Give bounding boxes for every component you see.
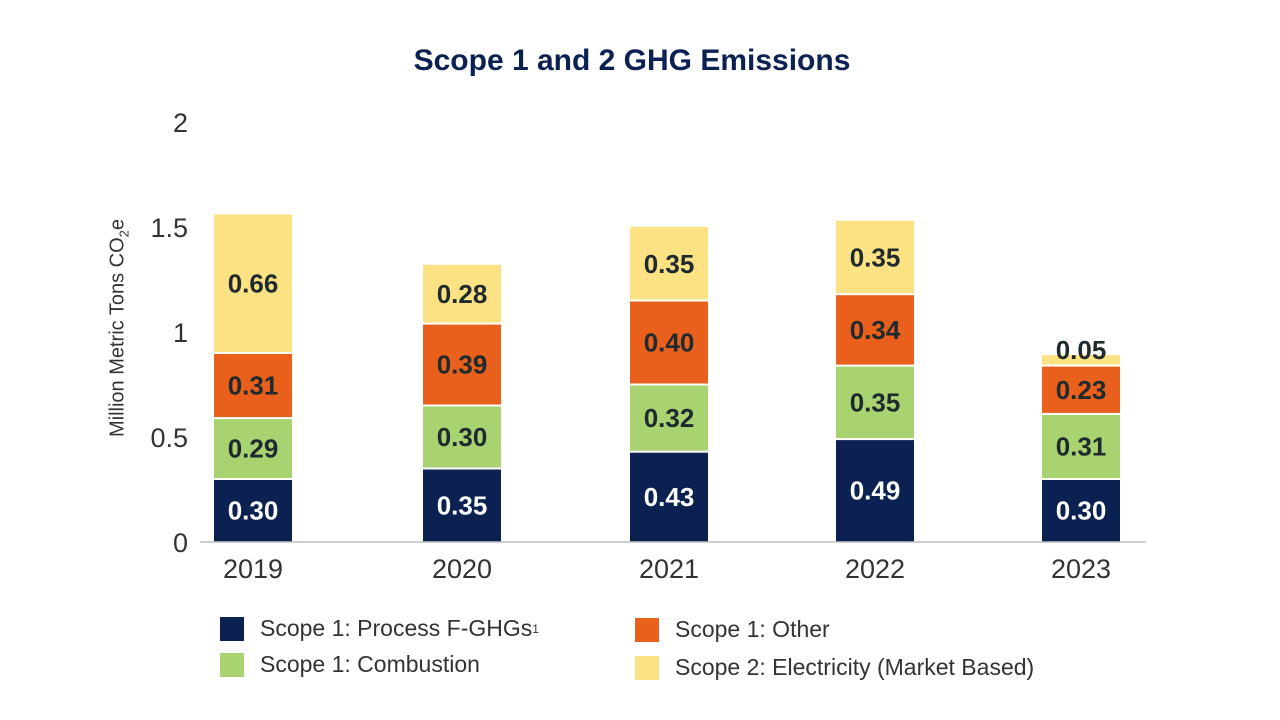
data-label: 0.29 xyxy=(228,434,279,464)
legend-swatch-electricity xyxy=(635,655,659,680)
legend-swatch-combustion xyxy=(220,652,244,677)
x-tick-label: 2021 xyxy=(639,554,699,584)
bar-segment xyxy=(423,469,501,542)
x-tick-label: 2020 xyxy=(432,554,492,584)
bar-segment xyxy=(836,366,914,439)
legend-label-other: Scope 1: Other xyxy=(675,616,830,642)
bar-segment xyxy=(214,354,292,418)
y-tick-label: 1.5 xyxy=(150,213,188,243)
bar-segment xyxy=(630,227,708,300)
data-label: 0.23 xyxy=(1056,375,1107,405)
data-label: 0.43 xyxy=(644,482,695,512)
bar-segment xyxy=(214,419,292,478)
bar-segment xyxy=(1042,480,1120,542)
bar-segment xyxy=(1042,355,1120,365)
legend-label-electricity: Scope 2: Electricity (Market Based) xyxy=(675,654,1035,680)
bar-segment xyxy=(630,452,708,542)
data-label: 0.49 xyxy=(850,476,901,506)
legend-swatch-process-fghgs xyxy=(220,616,244,641)
bar-segment xyxy=(836,295,914,365)
bar-segment xyxy=(836,440,914,542)
legend-item-combustion: Scope 1: Combustion xyxy=(220,651,480,678)
bar-segment xyxy=(214,480,292,542)
x-tick-label: 2022 xyxy=(845,554,905,584)
legend: Scope 1: Process F-GHGs 1 Scope 1: Combus… xyxy=(220,612,1120,692)
data-label: 0.30 xyxy=(437,422,488,452)
bar-segment xyxy=(836,220,914,294)
y-tick-label: 0 xyxy=(173,528,188,558)
bar-segment xyxy=(1042,366,1120,413)
data-label: 0.34 xyxy=(850,315,901,345)
legend-item-other: Scope 1: Other xyxy=(635,616,830,643)
data-label: 0.28 xyxy=(437,279,488,309)
data-label: 0.35 xyxy=(644,249,695,279)
x-tick-label: 2023 xyxy=(1051,554,1111,584)
bar-segment xyxy=(423,406,501,468)
data-label: 0.40 xyxy=(644,328,695,358)
data-label: 0.35 xyxy=(850,387,901,417)
y-tick-label: 2 xyxy=(173,108,188,138)
data-label: 0.35 xyxy=(437,490,488,520)
legend-item-process-fghgs: Scope 1: Process F-GHGs 1 xyxy=(220,615,539,642)
x-tick-label: 2019 xyxy=(223,554,283,584)
bar-segment xyxy=(630,385,708,451)
chart-title: Scope 1 and 2 GHG Emissions xyxy=(413,44,851,77)
data-label: 0.30 xyxy=(228,496,279,526)
data-label: 0.35 xyxy=(850,242,901,272)
data-label: 0.30 xyxy=(1056,496,1107,526)
data-label: 0.31 xyxy=(228,371,279,401)
bar-segment xyxy=(423,264,501,323)
y-tick-label: 1 xyxy=(173,318,188,348)
data-label: 0.66 xyxy=(228,269,279,299)
data-label: 0.05 xyxy=(1056,335,1107,365)
y-tick-label: 0.5 xyxy=(150,423,188,453)
bar-segment xyxy=(423,324,501,405)
data-label: 0.39 xyxy=(437,350,488,380)
legend-item-electricity: Scope 2: Electricity (Market Based) xyxy=(635,654,1034,681)
legend-swatch-other xyxy=(635,617,659,642)
bar-segment xyxy=(1042,414,1120,478)
bar-segment xyxy=(214,214,292,352)
legend-label-combustion: Scope 1: Combustion xyxy=(260,651,480,677)
data-label: 0.31 xyxy=(1056,431,1107,461)
data-label: 0.32 xyxy=(644,403,695,433)
bar-segment xyxy=(630,301,708,384)
legend-label-process-fghgs: Scope 1: Process F-GHGs xyxy=(260,615,533,641)
